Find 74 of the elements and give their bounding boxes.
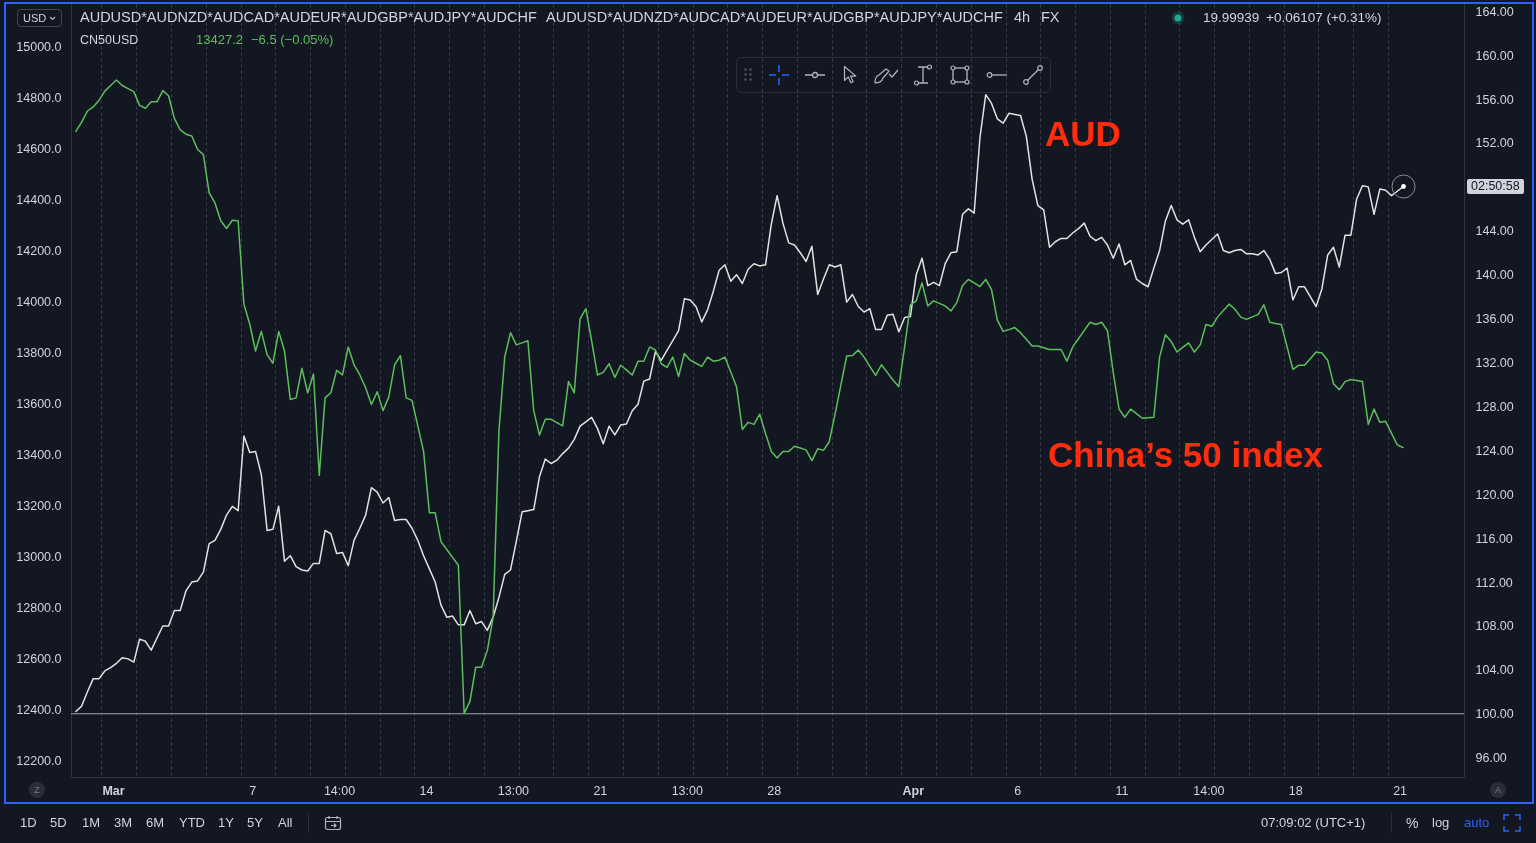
text: 5D — [50, 815, 67, 831]
x-tick-label: 21 — [593, 783, 608, 798]
x-tick-label: Apr — [902, 783, 925, 798]
y-tick-label: 12600.0 — [16, 651, 62, 666]
y-tick-label: 14000.0 — [16, 295, 62, 310]
x-tick-label: 28 — [767, 783, 782, 798]
series-label: AUD — [1045, 113, 1121, 155]
text: 5Y — [247, 815, 263, 831]
x-tick-label: 14:00 — [1193, 783, 1225, 798]
text: A — [1490, 782, 1506, 798]
x-tick-label: 13:00 — [497, 783, 530, 798]
x-tick-label: 7 — [249, 783, 257, 798]
annotation: −6.5 (−0.05%) — [251, 32, 334, 48]
y2-tick-label: 156.00 — [1475, 92, 1514, 107]
text: log — [1432, 815, 1450, 831]
y-tick-label: 13400.0 — [16, 447, 62, 462]
y2-tick-label: 144.00 — [1475, 224, 1514, 239]
annotation: FX — [1041, 9, 1060, 27]
y2-tick-label: 160.00 — [1475, 48, 1514, 63]
text: % — [1406, 814, 1419, 832]
y2-tick-label: 164.00 — [1475, 4, 1514, 19]
y2-tick-label: 100.00 — [1475, 707, 1514, 722]
annotation: +0.06107 (+0.31%) — [1266, 9, 1382, 27]
y2-tick-label: 120.00 — [1475, 487, 1514, 502]
x-tick-label: 18 — [1288, 783, 1303, 798]
text: auto — [1464, 815, 1490, 831]
y-tick-label: 15000.0 — [16, 40, 62, 55]
y-tick-label: 12400.0 — [16, 702, 62, 717]
text: 07:09:02 (UTC+1) — [1261, 815, 1366, 831]
y-tick-label: 13200.0 — [16, 498, 62, 513]
y2-tick-label: 96.00 — [1475, 751, 1507, 766]
text: 1M — [82, 815, 101, 831]
y-tick-label: 13600.0 — [16, 396, 62, 411]
y2-tick-label: 128.00 — [1475, 399, 1514, 414]
y2-tick-label: 136.00 — [1475, 312, 1514, 327]
y-tick-label: 14400.0 — [16, 193, 62, 208]
text: All — [278, 815, 293, 831]
y2-tick-label: 104.00 — [1475, 663, 1514, 678]
x-tick-label: 14 — [419, 783, 434, 798]
y2-tick-label: 112.00 — [1475, 575, 1513, 590]
y2-tick-label: 124.00 — [1475, 443, 1514, 458]
y2-tick-label: 132.00 — [1475, 356, 1514, 371]
text: YTD — [179, 815, 205, 831]
x-tick-label: 21 — [1393, 783, 1408, 798]
annotation: CN50USD — [80, 32, 139, 48]
x-tick-label: 14:00 — [323, 783, 356, 798]
annotation: 19.99939 — [1203, 9, 1260, 27]
text: 3M — [114, 815, 133, 831]
chart-title: AUDUSD*AUDNZD*AUDCAD*AUDEUR*AUDGBP*AUDJPY*AUDCHF — [80, 9, 537, 27]
y-tick-label: 14600.0 — [16, 142, 62, 157]
y2-tick-label: 108.00 — [1475, 619, 1514, 634]
x-tick-label: 13:00 — [671, 783, 703, 798]
text: USD — [23, 11, 47, 25]
text: 1D — [20, 815, 37, 831]
annotation: AUDUSD*AUDNZD*AUDCAD*AUDEUR*AUDGBP*AUDJPY*AUDCHF — [546, 9, 1003, 27]
x-tick-label: 6 — [1014, 783, 1022, 798]
y-tick-label: 12800.0 — [16, 600, 62, 615]
y-tick-label: 14800.0 — [16, 91, 62, 106]
annotation: 4h — [1014, 9, 1031, 27]
text: 6M — [146, 815, 165, 831]
y2-tick-label: 152.00 — [1475, 136, 1514, 151]
series-label: China’s 50 index — [1048, 434, 1323, 476]
text: Z — [29, 782, 45, 798]
y-tick-label: 13000.0 — [16, 549, 62, 564]
text: 02:50:58 — [1467, 179, 1524, 195]
y-tick-label: 14200.0 — [16, 244, 62, 259]
x-tick-label: 11 — [1115, 783, 1129, 798]
y-tick-label: 13800.0 — [16, 346, 62, 361]
y2-tick-label: 116.00 — [1475, 531, 1513, 546]
y-tick-label: 12200.0 — [16, 753, 62, 768]
x-tick-label: Mar — [102, 783, 125, 798]
text: 1Y — [218, 815, 234, 831]
annotation: 13427.2 — [196, 32, 243, 48]
y2-tick-label: 140.00 — [1475, 268, 1514, 283]
